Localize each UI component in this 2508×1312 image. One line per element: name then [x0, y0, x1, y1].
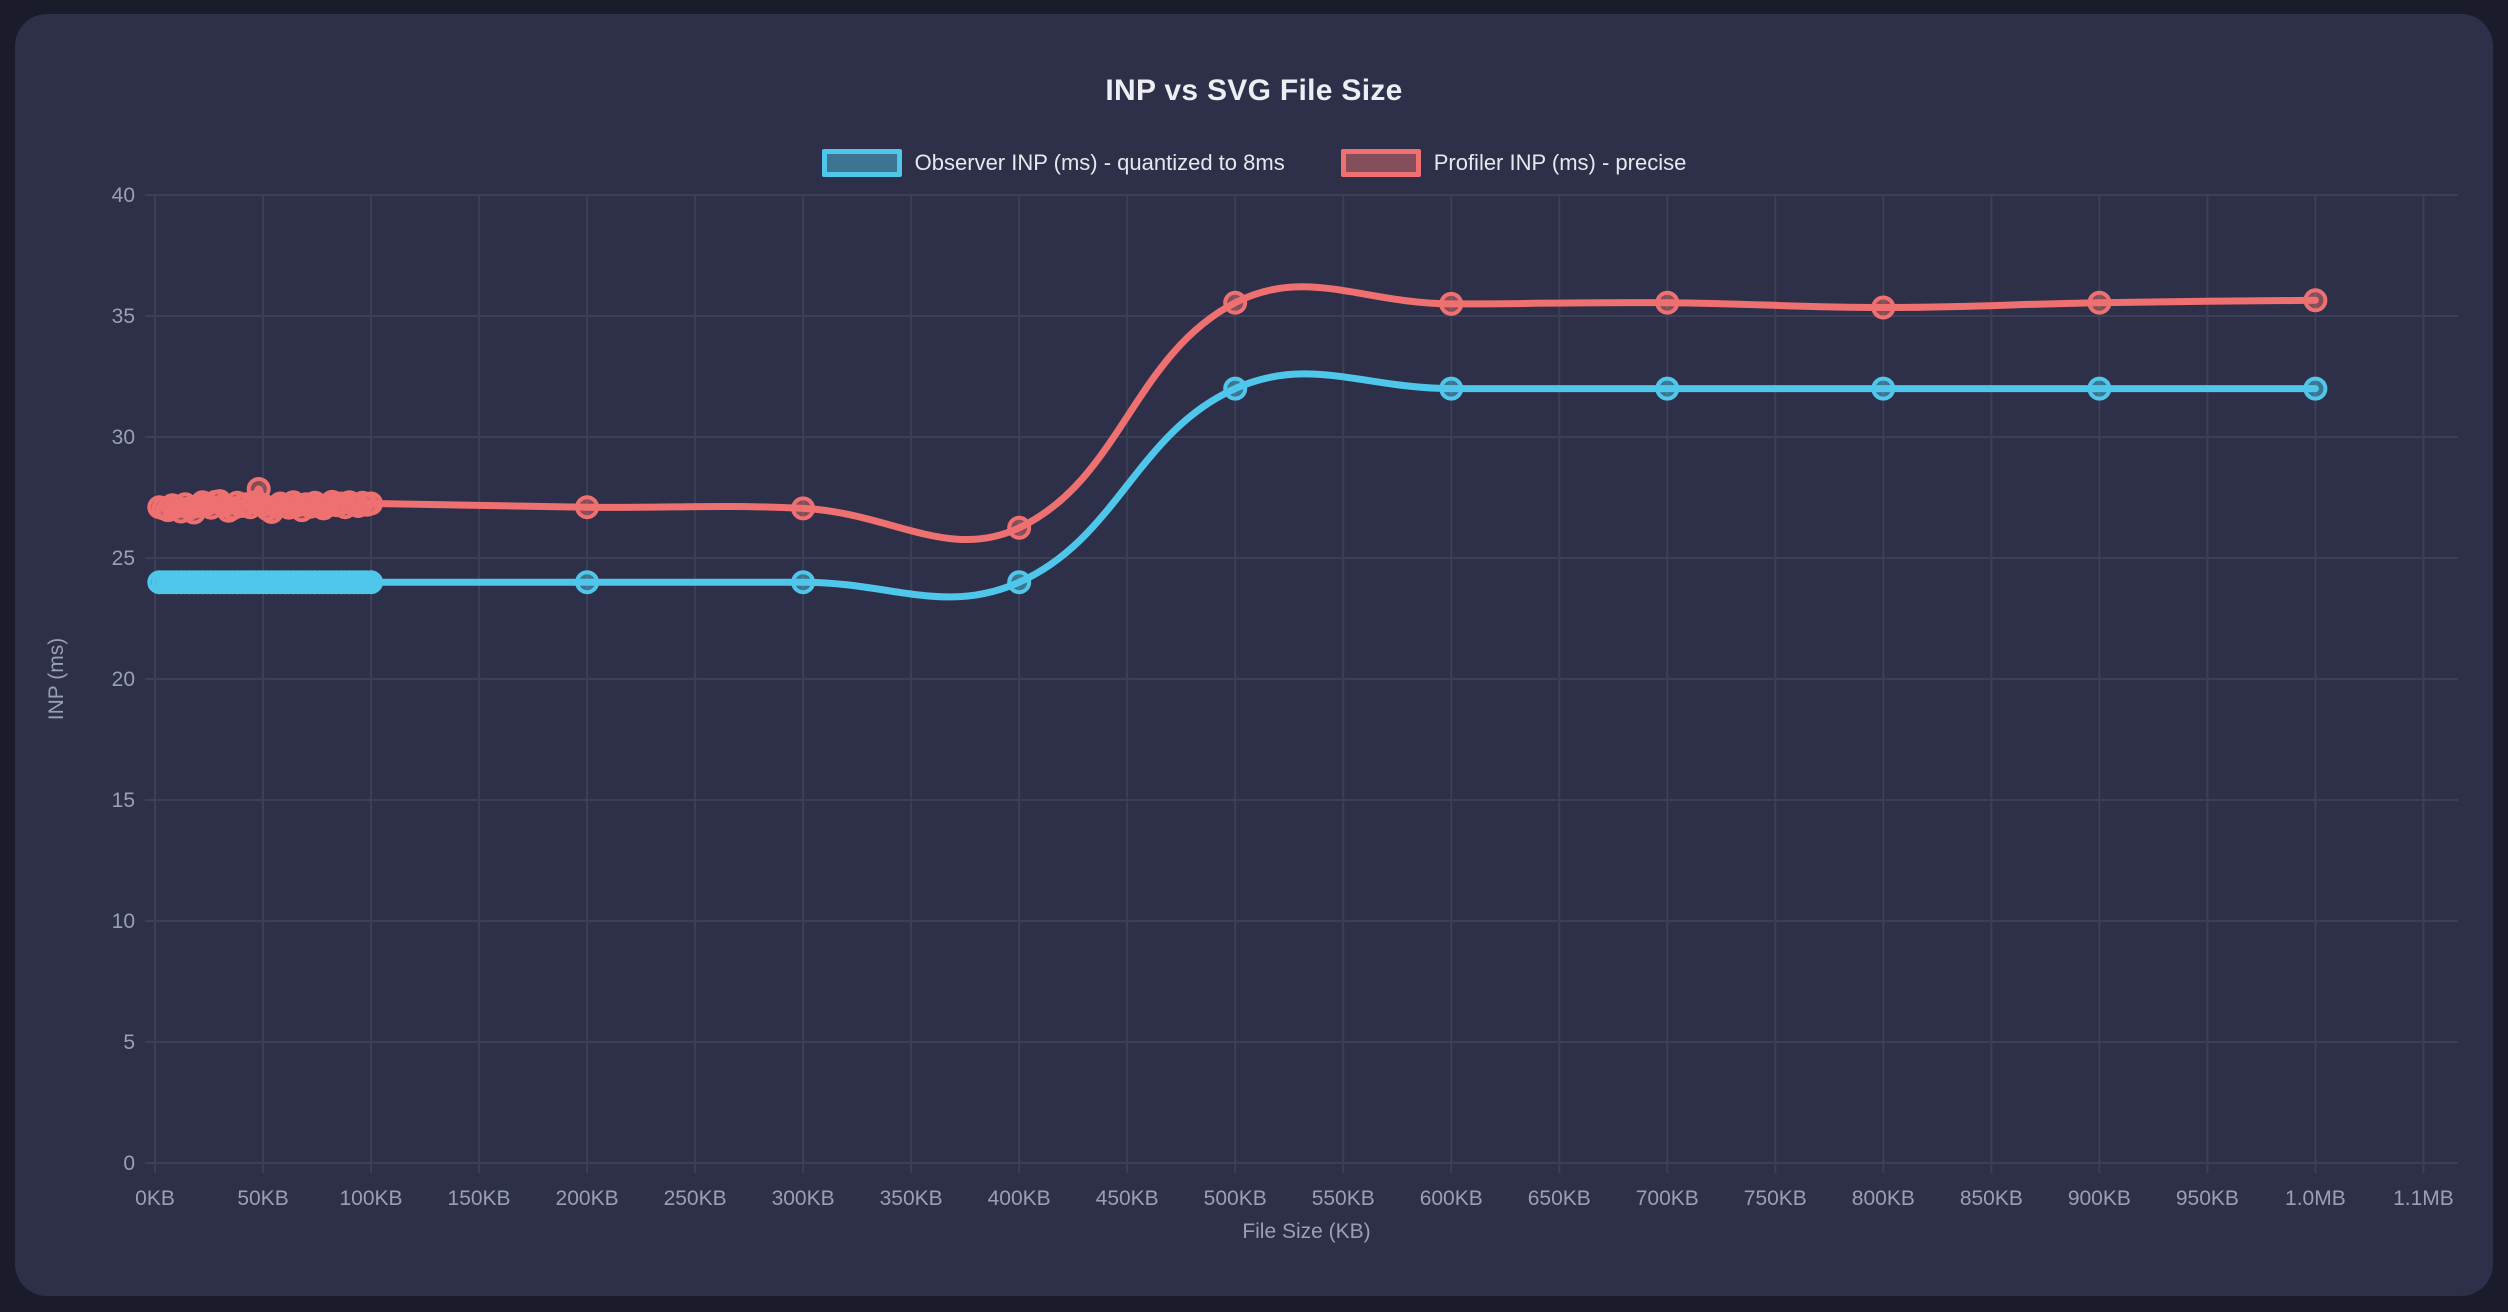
x-tick-label: 800KB — [1852, 1187, 1915, 1210]
y-tick-label: 40 — [112, 184, 135, 207]
series-profiler — [147, 283, 2328, 544]
y-tick-label: 25 — [112, 547, 135, 570]
profiler-legend-swatch-icon — [1340, 149, 1421, 177]
profiler-data-point — [2303, 288, 2328, 313]
observer-data-point — [575, 570, 600, 595]
y-tick-label: 30 — [112, 426, 135, 449]
profiler-data-point — [2087, 290, 2112, 315]
observer-data-point — [2087, 376, 2112, 401]
profiler-data-point — [1223, 290, 1248, 315]
x-tick-label: 50KB — [237, 1187, 288, 1210]
observer-data-point — [1223, 376, 1248, 401]
profiler-data-point — [1007, 515, 1032, 540]
y-tick-label: 5 — [123, 1031, 135, 1054]
observer-data-point — [1007, 570, 1032, 595]
x-tick-label: 350KB — [880, 1187, 943, 1210]
x-tick-label: 950KB — [2176, 1187, 2239, 1210]
y-axis-title: INP (ms) — [45, 637, 68, 721]
grid — [154, 194, 2458, 1164]
legend-label-observer: Observer INP (ms) - quantized to 8ms — [914, 150, 1285, 175]
profiler-data-point — [1439, 291, 1464, 316]
x-tick-label: 850KB — [1960, 1187, 2023, 1210]
y-tick-label: 10 — [112, 910, 135, 933]
x-tick-label: 100KB — [340, 1187, 403, 1210]
x-tick-label: 300KB — [772, 1187, 835, 1210]
y-tick-label: 20 — [112, 668, 135, 691]
profiler-data-point — [791, 496, 816, 521]
x-tick-label: 750KB — [1744, 1187, 1807, 1210]
chart-legend: Observer INP (ms) - quantized to 8ms Pro… — [0, 146, 2508, 180]
observer-legend-swatch-icon — [821, 149, 902, 177]
y-tick-label: 0 — [123, 1152, 135, 1175]
x-tick-label: 700KB — [1636, 1187, 1699, 1210]
x-tick-label: 900KB — [2068, 1187, 2131, 1210]
legend-item-profiler[interactable]: Profiler INP (ms) - precise — [1340, 149, 1687, 177]
profiler-data-point — [1655, 290, 1680, 315]
profiler-data-point — [1871, 295, 1896, 320]
profiler-data-point — [575, 495, 600, 520]
x-tick-label: 0KB — [135, 1187, 175, 1210]
chart-title: INP vs SVG File Size — [1105, 74, 1403, 107]
x-tick-label: 200KB — [556, 1187, 619, 1210]
x-tick-label: 650KB — [1528, 1187, 1591, 1210]
observer-data-point — [1871, 376, 1896, 401]
x-tick-label: 500KB — [1204, 1187, 1267, 1210]
tick-marks — [145, 194, 2425, 1173]
y-axis-ticks: 0 5 10 15 20 25 30 35 40 — [112, 184, 135, 1175]
x-axis-ticks: 0KB 50KB 100KB 150KB 200KB 250KB 300KB 350KB 400… — [135, 1187, 2454, 1210]
observer-data-point — [2303, 376, 2328, 401]
series-observer — [147, 370, 2328, 601]
x-tick-label: 1.0MB — [2285, 1187, 2346, 1210]
x-tick-label: 150KB — [448, 1187, 511, 1210]
x-tick-label: 250KB — [664, 1187, 727, 1210]
observer-data-point — [359, 570, 383, 595]
x-tick-label: 450KB — [1096, 1187, 1159, 1210]
chart-card — [15, 14, 2493, 1296]
x-tick-label: 1.1MB — [2393, 1187, 2454, 1210]
x-tick-label: 400KB — [988, 1187, 1051, 1210]
observer-data-point — [1655, 376, 1680, 401]
y-tick-label: 15 — [112, 789, 135, 812]
legend-item-observer[interactable]: Observer INP (ms) - quantized to 8ms — [821, 149, 1285, 177]
x-axis-title: File Size (KB) — [1242, 1220, 1371, 1243]
y-tick-label: 35 — [112, 305, 135, 328]
profiler-data-point — [359, 491, 383, 516]
x-tick-label: 550KB — [1312, 1187, 1375, 1210]
observer-data-point — [1439, 376, 1464, 401]
x-tick-label: 600KB — [1420, 1187, 1483, 1210]
observer-data-point — [791, 570, 816, 595]
legend-label-profiler: Profiler INP (ms) - precise — [1433, 150, 1687, 175]
